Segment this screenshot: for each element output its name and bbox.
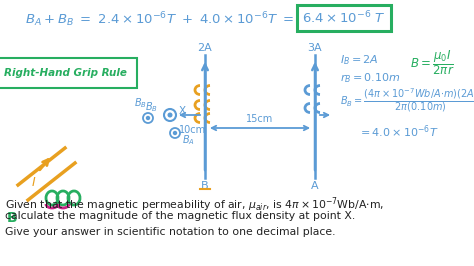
Text: 10cm: 10cm: [179, 125, 206, 135]
Circle shape: [170, 128, 180, 138]
Text: $B = \dfrac{\mu_0 I}{2\pi r}$: $B = \dfrac{\mu_0 I}{2\pi r}$: [410, 49, 455, 77]
Text: $B_B$: $B_B$: [145, 100, 158, 114]
Text: A: A: [311, 181, 319, 191]
Circle shape: [164, 109, 176, 121]
Circle shape: [146, 117, 149, 119]
Text: Give your answer in scientific notation to one decimal place.: Give your answer in scientific notation …: [5, 227, 336, 237]
Text: Right-Hand Grip Rule: Right-Hand Grip Rule: [4, 68, 127, 78]
Text: I: I: [32, 176, 36, 189]
Text: $r_B = 0.10m$: $r_B = 0.10m$: [340, 71, 401, 85]
Text: $B_A$: $B_A$: [182, 133, 195, 147]
Circle shape: [173, 131, 176, 135]
Text: $B_B$: $B_B$: [134, 96, 146, 110]
Text: 2A: 2A: [198, 43, 212, 53]
Text: $I_B = 2A$: $I_B = 2A$: [340, 53, 379, 67]
Text: X: X: [179, 106, 186, 116]
Text: $= 4.0\times10^{-6}T$: $= 4.0\times10^{-6}T$: [358, 124, 438, 140]
Text: Given that the magnetic permeability of air, $\mu_{air}$, is $4\pi\times10^{-7}$: Given that the magnetic permeability of …: [5, 195, 384, 214]
Text: $B_A + B_B\ =\ 2.4 \times 10^{-6}T\ +\ 4.0 \times 10^{-6}T\ =$: $B_A + B_B\ =\ 2.4 \times 10^{-6}T\ +\ 4…: [25, 11, 294, 29]
Circle shape: [143, 113, 153, 123]
Text: $6.4 \times 10^{-6}\ T$: $6.4 \times 10^{-6}\ T$: [302, 10, 386, 26]
Text: $B_B = \dfrac{(4\pi\times10^{-7}Wb/A{\cdot}m)(2A)}{2\pi(0.10m)}$: $B_B = \dfrac{(4\pi\times10^{-7}Wb/A{\cd…: [340, 86, 474, 114]
Circle shape: [168, 113, 172, 117]
FancyBboxPatch shape: [297, 5, 391, 31]
Text: 15cm: 15cm: [246, 114, 273, 124]
Text: 3A: 3A: [308, 43, 322, 53]
Text: B: B: [201, 181, 209, 191]
Text: calculate the magnitude of the magnetic flux density at point X.: calculate the magnitude of the magnetic …: [5, 211, 355, 221]
Text: B: B: [7, 211, 18, 225]
